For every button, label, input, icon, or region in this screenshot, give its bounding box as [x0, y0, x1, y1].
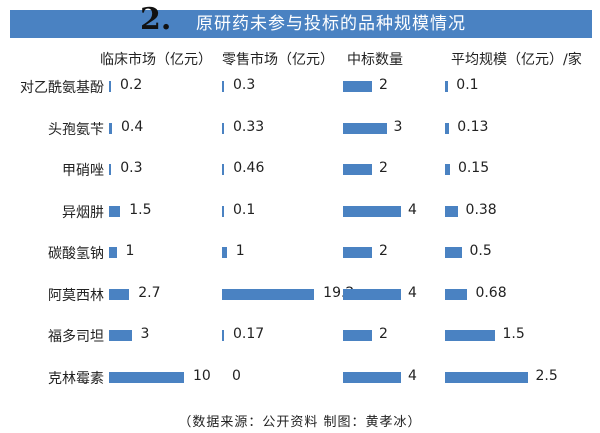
category-label: 对乙酰氨基酚: [20, 80, 104, 96]
data-label: 4: [408, 201, 417, 218]
data-label: 0.1: [456, 77, 479, 93]
data-label: 0.38: [465, 201, 497, 218]
bar: [343, 164, 372, 175]
column-header-1: 临床市场（亿元）: [100, 52, 212, 68]
bar: [222, 164, 225, 175]
category-label: 甲硝唑: [62, 163, 104, 179]
bar: [445, 164, 450, 175]
data-label: 0.2: [120, 77, 143, 93]
data-label: 3: [393, 118, 403, 135]
bar: [222, 288, 315, 300]
bar: [343, 371, 401, 383]
data-label: 2: [379, 160, 388, 176]
bar: [109, 205, 121, 217]
bar: [445, 81, 449, 92]
bar: [222, 81, 224, 92]
bar: [109, 81, 111, 92]
bar: [343, 122, 387, 134]
bar: [343, 205, 401, 217]
bar: [109, 330, 132, 341]
bar: [109, 122, 112, 134]
bar: [222, 122, 224, 134]
data-label: 10: [193, 367, 211, 384]
data-label: 2.5: [535, 367, 558, 384]
title-number: 2.: [140, 2, 172, 37]
chart-title: 原研药未参与投标的品种规模情况: [196, 14, 466, 34]
category-label: 阿莫西林: [48, 287, 104, 304]
data-label: 2.7: [138, 284, 161, 301]
data-label: 0.46: [233, 160, 265, 176]
bar: [109, 371, 184, 383]
data-label: 2: [379, 77, 388, 93]
bar: [222, 330, 224, 341]
data-label: 3: [140, 326, 150, 342]
data-label: 0.15: [457, 160, 490, 176]
data-label: 0.13: [457, 118, 489, 135]
data-label: 0.68: [475, 284, 507, 301]
bar: [445, 122, 450, 134]
data-label: 1: [125, 243, 135, 259]
data-label: 1.5: [502, 326, 525, 342]
bar: [343, 81, 372, 92]
data-label: 0.3: [233, 77, 256, 93]
column-header-4: 平均规模（亿元）/家: [451, 52, 582, 68]
category-label: 克林霉素: [48, 370, 104, 387]
data-label: 0: [232, 367, 241, 384]
column-header-2: 零售市场（亿元）: [222, 52, 334, 68]
data-label: 0.5: [469, 243, 492, 259]
data-label: 2: [379, 243, 388, 259]
data-label: 4: [408, 284, 417, 301]
data-label: 2: [379, 326, 388, 342]
data-label: 0.3: [120, 160, 143, 176]
bar: [109, 164, 112, 175]
bar: [222, 247, 227, 258]
bar: [445, 288, 468, 300]
data-label: 1.5: [129, 201, 152, 218]
bar: [109, 288, 130, 300]
category-label: 异烟肼: [62, 204, 104, 221]
source-note: （数据来源：公开资料 制图：黄孝冰）: [178, 415, 422, 430]
bar: [343, 330, 372, 341]
bar: [109, 247, 117, 258]
data-label: 0.4: [121, 118, 144, 135]
data-label: 4: [408, 367, 417, 384]
category-label: 头孢氨苄: [48, 121, 104, 138]
bar: [445, 205, 458, 217]
column-header-3: 中标数量: [347, 52, 403, 68]
data-label: 0.1: [233, 201, 256, 218]
bar: [343, 247, 372, 258]
category-label: 碳酸氢钠: [48, 246, 104, 262]
bar: [445, 330, 495, 341]
data-label: 1: [235, 243, 245, 259]
category-label: 福多司坦: [48, 329, 104, 345]
bar: [445, 247, 462, 258]
data-label: 0.17: [233, 326, 265, 342]
data-label: 0.33: [233, 118, 265, 135]
bar: [222, 205, 224, 217]
bar: [343, 288, 401, 300]
title-bar: [10, 10, 592, 38]
bar: [445, 371, 528, 383]
